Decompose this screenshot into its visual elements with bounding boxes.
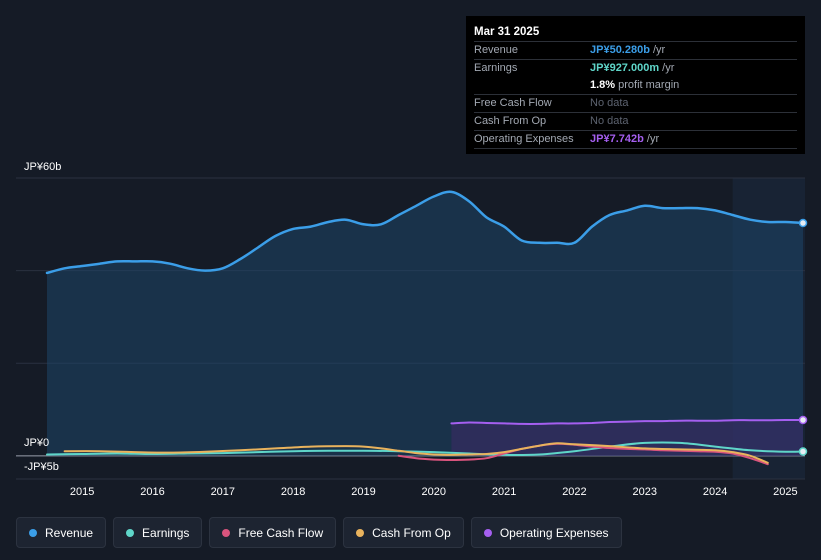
tooltip-key: Revenue <box>474 44 519 56</box>
legend-label: Earnings <box>142 525 190 540</box>
tooltip-key: Earnings <box>474 62 518 74</box>
tooltip-row-margin: 1.8% profit margin <box>474 77 797 95</box>
legend-item-revenue[interactable]: Revenue <box>16 517 107 548</box>
tooltip-value: JP¥50.280b <box>590 44 650 56</box>
x-tick-label: 2016 <box>140 486 164 498</box>
operating-expenses-line <box>450 419 804 425</box>
tooltip-value: No data <box>590 115 629 127</box>
revenue-end-dot <box>798 218 808 228</box>
x-tick-label: 2018 <box>281 486 305 498</box>
cash-from-op-line <box>63 442 769 464</box>
x-tick-label: 2015 <box>70 486 94 498</box>
tooltip-key: Free Cash Flow <box>474 97 552 109</box>
tooltip-row-fcf: Free Cash Flow No data <box>474 95 797 113</box>
x-tick-label: 2021 <box>492 486 516 498</box>
tooltip-key: Operating Expenses <box>474 133 574 145</box>
tooltip-key: Cash From Op <box>474 115 547 127</box>
tooltip-date: Mar 31 2025 <box>474 24 797 42</box>
chart-legend: Revenue Earnings Free Cash Flow Cash Fro… <box>16 517 622 548</box>
legend-label: Operating Expenses <box>499 525 609 540</box>
y-axis-top-label: JP¥60b <box>24 161 61 173</box>
legend-item-earnings[interactable]: Earnings <box>113 517 203 548</box>
series-lines <box>45 190 805 466</box>
tooltip-value: JP¥927.000m <box>590 62 660 74</box>
chart-area: JP¥60b JP¥0 -JP¥5b 2015 2016 2017 2018 2019 2… <box>16 161 808 498</box>
tooltip-row-earnings: Earnings JP¥927.000m /yr <box>474 60 797 77</box>
legend-dot-icon <box>29 528 37 537</box>
x-tick-label: 2022 <box>562 486 586 498</box>
tooltip-row-revenue: Revenue JP¥50.280b /yr <box>474 42 797 60</box>
legend-item-free-cash-flow[interactable]: Free Cash Flow <box>209 517 337 548</box>
tooltip-value: No data <box>590 97 629 109</box>
tooltip-row-cfo: Cash From Op No data <box>474 113 797 131</box>
earnings-line <box>46 441 804 457</box>
tooltip-value: JP¥7.742b <box>590 133 644 145</box>
legend-dot-icon <box>483 528 492 537</box>
earnings-end-dot <box>798 447 808 456</box>
x-tick-label: 2024 <box>703 486 727 498</box>
revenue-area <box>47 191 803 456</box>
x-axis-ticks: 2015 2016 2017 2018 2019 2020 2021 2022 2023 2024… <box>70 486 798 498</box>
legend-label: Cash From Op <box>372 525 451 540</box>
tooltip-unit: profit margin <box>615 79 680 91</box>
tooltip-unit: /yr <box>649 44 666 56</box>
tooltip-value: 1.8% <box>590 79 616 91</box>
legend-item-operating-expenses[interactable]: Operating Expenses <box>470 517 622 548</box>
legend-dot-icon <box>126 528 135 537</box>
operating-expenses-end-dot <box>798 415 808 425</box>
x-tick-label: 2020 <box>422 486 446 498</box>
y-axis-bottom-label: -JP¥5b <box>24 461 59 473</box>
tooltip-unit: /yr <box>659 62 675 74</box>
x-tick-label: 2017 <box>211 486 235 498</box>
end-markers <box>798 218 808 456</box>
x-tick-label: 2025 <box>773 486 797 498</box>
legend-item-cash-from-op[interactable]: Cash From Op <box>343 517 464 548</box>
revenue-line <box>45 190 805 275</box>
legend-label: Free Cash Flow <box>238 525 324 540</box>
legend-label: Revenue <box>45 525 94 540</box>
legend-dot-icon <box>222 528 231 537</box>
tooltip-unit: /yr <box>643 133 660 145</box>
x-tick-label: 2019 <box>351 486 375 498</box>
tooltip-row-opex: Operating Expenses JP¥7.742b /yr <box>474 131 797 149</box>
data-tooltip: Mar 31 2025 Revenue JP¥50.280b /yr Earni… <box>466 16 805 154</box>
y-axis-zero-label: JP¥0 <box>24 437 49 449</box>
series-fills <box>47 191 803 456</box>
legend-dot-icon <box>356 528 365 537</box>
x-tick-label: 2023 <box>633 486 657 498</box>
